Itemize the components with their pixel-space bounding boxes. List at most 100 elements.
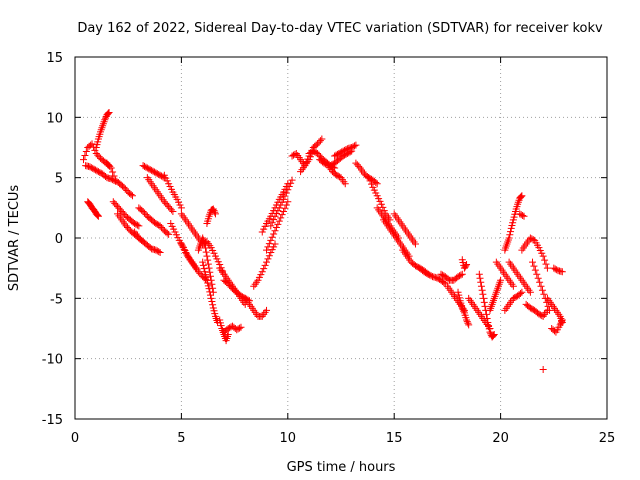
data-point [96,168,104,176]
data-point [516,193,524,201]
data-point [87,164,95,172]
data-point [309,147,317,155]
y-tick-label: 10 [46,111,63,126]
data-point [169,207,177,215]
data-point [110,172,118,180]
data-point [159,173,167,181]
data-point [116,206,124,214]
data-point [518,192,526,200]
data-point [490,331,498,339]
data-point [194,268,202,276]
series-arc-49 [492,258,517,290]
data-point [481,302,489,310]
data-point [553,266,561,274]
data-point [326,162,334,170]
data-point [434,275,442,283]
data-point [149,167,157,175]
y-tick-label: -5 [50,292,63,307]
data-point [315,151,323,159]
data-point [478,286,486,294]
data-point [208,298,216,306]
data-point [341,151,349,159]
data-point [479,290,487,298]
data-point [165,203,173,211]
data-point [485,325,493,333]
data-point [528,235,536,243]
x-tick-labels: 0 5 10 15 20 25 [71,431,615,446]
data-point [497,276,505,284]
data-point [210,207,218,215]
data-point [537,282,545,290]
data-point [285,183,293,191]
data-point [411,262,419,270]
data-point [196,269,204,277]
data-point [270,230,278,238]
data-point [458,270,466,278]
data-point [458,304,466,312]
data-point [427,272,435,280]
data-point [331,152,339,160]
data-point [166,204,174,212]
data-point [346,148,354,156]
data-point [543,264,551,272]
data-point [304,155,312,163]
series-arc-28 [267,176,296,230]
data-point [333,150,341,158]
series-arc-33 [331,141,360,160]
data-point [277,214,285,222]
x-tick-label: 20 [492,431,509,446]
data-point [301,162,309,170]
data-point [333,171,341,179]
series-arc-09 [139,162,168,182]
series-arc-39 [390,210,419,248]
data-point [206,272,214,280]
data-point [352,141,360,149]
data-point [314,150,322,158]
data-point [463,316,471,324]
data-point [205,285,213,293]
data-point [539,252,547,260]
series-arc-55 [529,258,554,314]
series-arc-45 [458,256,471,272]
series-arc-36 [365,174,394,224]
data-point [145,165,153,173]
data-point [526,234,534,242]
data-point [119,209,127,217]
y-tick-label: -10 [42,353,63,368]
data-point [517,211,525,219]
data-point [460,307,468,315]
data-point [102,114,110,122]
data-point [476,274,484,282]
y-tick-label: 15 [46,51,63,66]
data-point [224,331,232,339]
series-arc-60 [516,210,528,220]
data-point [509,282,517,290]
data-point [106,162,114,170]
series-arc-25 [250,240,279,290]
data-point [104,109,112,117]
data-point [530,262,538,270]
data-point [200,265,208,273]
data-point [280,195,288,203]
data-point [152,169,160,177]
data-point [82,148,90,156]
data-point [202,248,210,256]
data-point [89,164,97,172]
data-point [350,142,358,150]
data-point [121,185,129,193]
x-tick-label: 10 [280,431,297,446]
data-point [411,240,419,248]
series-arc-19 [203,205,219,228]
data-point [541,256,549,264]
data-point [153,247,161,255]
data-point [311,148,319,156]
data-point [538,286,546,294]
data-point [158,172,166,180]
data-point [153,170,161,178]
data-point [529,236,537,244]
series-arc-35 [352,159,381,188]
data-point [263,246,271,254]
data-point [529,258,537,266]
data-point [204,256,212,264]
data-point [489,332,497,340]
